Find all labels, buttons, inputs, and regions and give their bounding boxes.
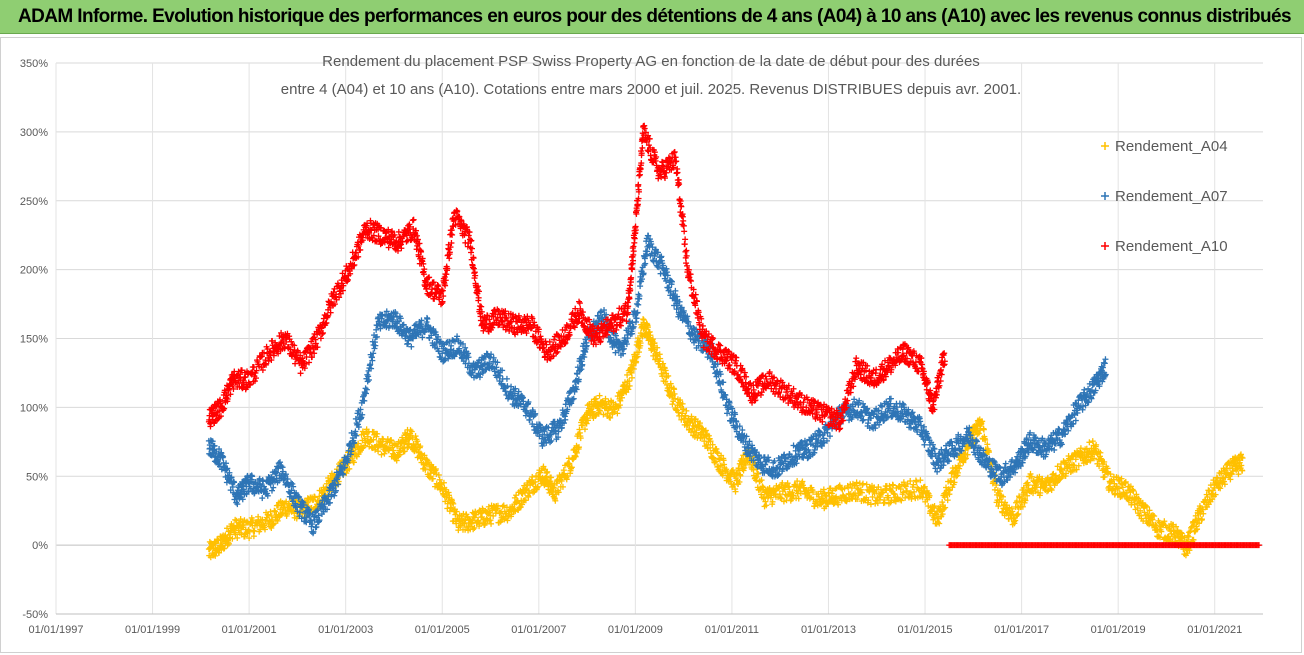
- x-tick-label: 01/01/2015: [898, 624, 953, 636]
- plus-marker: [272, 508, 279, 515]
- x-tick-label: 01/01/2021: [1187, 624, 1242, 636]
- plus-marker: [325, 477, 332, 484]
- plus-marker: [232, 531, 239, 538]
- plus-marker: [424, 315, 431, 322]
- plus-marker: [232, 516, 239, 523]
- plus-marker: [1089, 438, 1096, 445]
- x-tick-label: 01/01/2017: [994, 624, 1049, 636]
- plus-marker: [667, 380, 674, 387]
- plus-marker: [921, 441, 928, 448]
- x-tick-label: 01/01/2019: [1091, 624, 1146, 636]
- y-tick-label: 100%: [20, 402, 48, 414]
- plus-marker: [259, 516, 266, 523]
- y-tick-label: 200%: [20, 265, 48, 277]
- x-tick-label: 01/01/2005: [415, 624, 470, 636]
- x-tick-label: 01/01/2001: [222, 624, 277, 636]
- plus-marker: [302, 518, 309, 525]
- plus-marker: [407, 427, 414, 434]
- plus-marker: [234, 534, 241, 541]
- plus-marker: [635, 301, 642, 308]
- plus-marker: [265, 511, 272, 518]
- plus-marker: [378, 451, 385, 458]
- plus-marker: [268, 525, 275, 532]
- plus-marker: [246, 535, 253, 542]
- plus-marker: [598, 308, 605, 315]
- y-tick-label: 50%: [26, 471, 48, 483]
- scatter-chart: 350% 300% 250% 200% 150% 100% 50% 0% -50% 01/01/…: [20, 53, 1263, 636]
- plus-marker: [212, 552, 219, 559]
- plus-marker: [270, 520, 277, 527]
- y-tick-label: 350%: [20, 58, 48, 70]
- plus-marker: [859, 480, 866, 487]
- x-tick-label: 01/01/1999: [125, 624, 180, 636]
- plus-marker: [371, 345, 378, 352]
- plus-marker: [249, 517, 256, 524]
- x-tick-label: 01/01/2013: [801, 624, 856, 636]
- y-tick-label: 300%: [20, 127, 48, 139]
- x-tick-label: 01/01/2007: [511, 624, 566, 636]
- plus-marker: [628, 374, 635, 381]
- plus-marker: [851, 396, 858, 403]
- x-tick-label: 01/01/1997: [28, 624, 83, 636]
- gridlines: [55, 62, 1263, 615]
- plus-marker: [980, 426, 987, 433]
- data-points: [205, 122, 1262, 561]
- plus-marker: [229, 535, 236, 542]
- x-tick-label: 01/01/2009: [608, 624, 663, 636]
- y-tick-label: 0%: [32, 540, 48, 552]
- plus-marker: [225, 540, 232, 547]
- plus-marker: [297, 370, 304, 377]
- y-tick-label: 150%: [20, 334, 48, 346]
- header-banner: ADAM Informe. Evolution historique des p…: [0, 0, 1304, 34]
- plus-marker: [503, 375, 510, 382]
- plus-marker: [1199, 516, 1206, 523]
- plus-marker: [362, 385, 369, 392]
- plus-marker: [221, 545, 228, 552]
- plus-marker: [311, 494, 318, 501]
- plus-marker: [274, 517, 281, 524]
- plus-marker: [1002, 460, 1009, 467]
- x-tick-label: 01/01/2011: [705, 624, 759, 636]
- plus-marker: [887, 395, 894, 402]
- plus-marker: [259, 495, 266, 502]
- plus-marker: [596, 392, 603, 399]
- chart-area: 350% 300% 250% 200% 150% 100% 50% 0% -50% 01/01/…: [0, 37, 1302, 653]
- plus-marker: [317, 335, 324, 342]
- y-tick-label: 250%: [20, 196, 48, 208]
- plus-marker: [1086, 439, 1093, 446]
- plus-marker: [944, 497, 951, 504]
- plus-marker: [262, 526, 269, 533]
- banner-title: ADAM Informe. Evolution historique des p…: [18, 6, 1292, 28]
- plus-marker: [284, 511, 291, 518]
- x-axis: 01/01/1997 01/01/1999 01/01/2001 01/01/2003…: [28, 613, 1263, 636]
- plus-marker: [899, 400, 906, 407]
- plus-marker: [218, 542, 225, 549]
- plus-marker: [268, 487, 275, 494]
- plus-marker: [250, 533, 257, 540]
- plus-marker: [669, 401, 676, 408]
- y-axis: 350% 300% 250% 200% 150% 100% 50% 0% -50%: [20, 58, 48, 621]
- y-tick-label: -50%: [22, 609, 48, 621]
- plus-marker: [212, 540, 219, 547]
- x-tick-label: 01/01/2003: [318, 624, 373, 636]
